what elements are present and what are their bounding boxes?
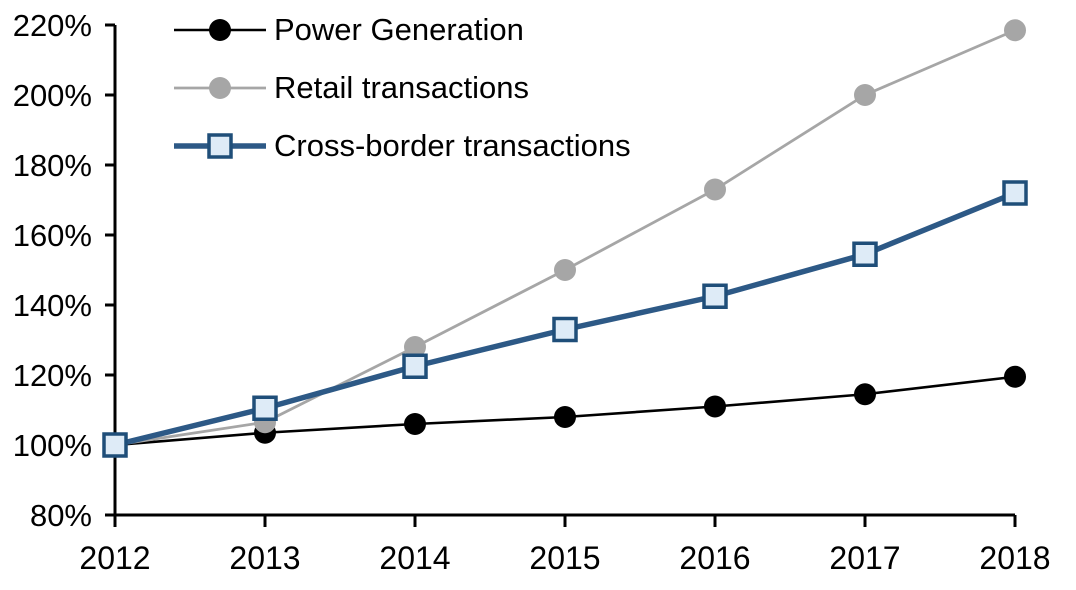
data-point bbox=[854, 84, 876, 106]
data-point bbox=[554, 406, 576, 428]
cross-border-transactions-marker-icon bbox=[174, 133, 266, 159]
data-point bbox=[852, 241, 878, 267]
x-tick-label: 2017 bbox=[829, 540, 900, 576]
legend: Power Generation Retail transactions Cro… bbox=[172, 13, 631, 163]
data-point bbox=[854, 383, 876, 406]
x-tick-label: 2015 bbox=[529, 540, 600, 576]
data-point bbox=[552, 316, 578, 343]
data-point bbox=[1004, 19, 1026, 42]
data-point bbox=[704, 395, 726, 418]
x-tick-label: 2016 bbox=[679, 540, 750, 576]
y-tick-label: 140% bbox=[13, 288, 92, 323]
y-tick-label: 160% bbox=[13, 218, 92, 253]
x-tick-label: 2013 bbox=[229, 540, 300, 576]
series-cross-border-transactions bbox=[102, 180, 1028, 458]
data-point bbox=[402, 353, 428, 379]
x-tick-label: 2018 bbox=[979, 540, 1050, 576]
data-point bbox=[404, 336, 426, 358]
legend-label: Retail transactions bbox=[274, 70, 530, 105]
data-point bbox=[209, 77, 231, 99]
legend-label: Power Generation bbox=[274, 12, 524, 47]
y-tick-label: 80% bbox=[30, 498, 92, 533]
series-power-generation bbox=[104, 365, 1026, 456]
retail-transactions-marker-icon bbox=[174, 77, 266, 99]
data-point bbox=[1002, 180, 1028, 206]
y-tick-label: 180% bbox=[13, 148, 92, 183]
data-point bbox=[1004, 365, 1026, 388]
data-point bbox=[704, 178, 726, 201]
data-point bbox=[252, 395, 278, 421]
data-point bbox=[209, 19, 231, 41]
y-tick-label: 200% bbox=[13, 78, 92, 113]
y-tick-label: 120% bbox=[13, 358, 92, 393]
data-point bbox=[207, 133, 233, 159]
legend-item-power-generation: Power Generation bbox=[172, 13, 631, 47]
y-tick-label: 100% bbox=[13, 428, 92, 463]
data-point bbox=[702, 283, 728, 309]
y-tick-label: 220% bbox=[13, 8, 92, 43]
data-point bbox=[554, 259, 576, 281]
data-point bbox=[102, 432, 128, 458]
legend-item-retail-transactions: Retail transactions bbox=[172, 71, 631, 105]
x-tick-label: 2012 bbox=[79, 540, 150, 576]
legend-label: Cross-border transactions bbox=[274, 128, 631, 163]
data-point bbox=[404, 413, 426, 435]
x-tick-label: 2014 bbox=[379, 540, 450, 576]
legend-item-cross-border-transactions: Cross-border transactions bbox=[172, 129, 631, 163]
power-generation-marker-icon bbox=[174, 19, 266, 41]
